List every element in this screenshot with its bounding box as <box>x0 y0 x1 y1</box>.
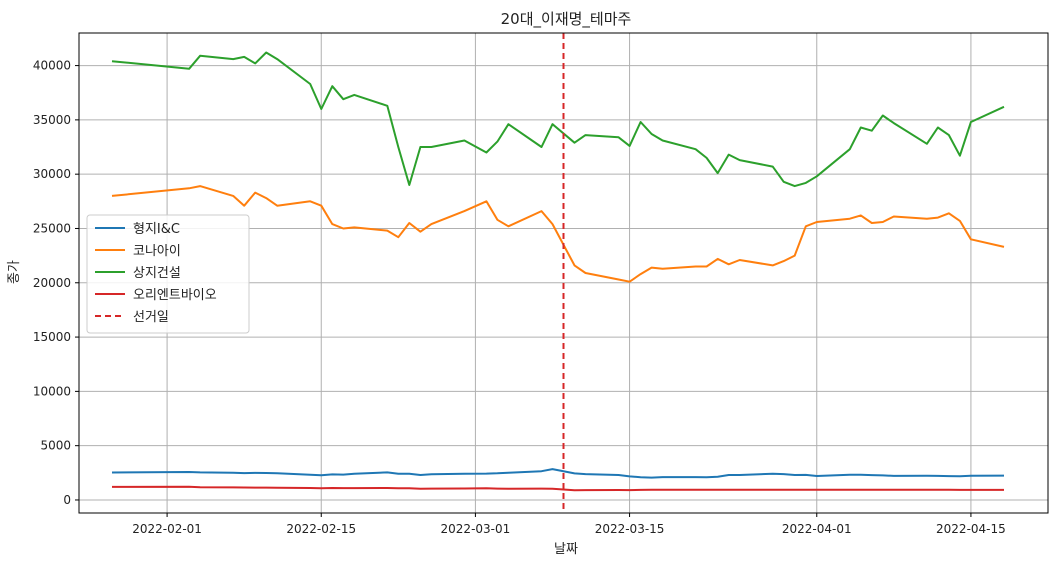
y-tick-label: 20000 <box>33 276 71 290</box>
legend-entry-label: 형지I&C <box>133 222 180 237</box>
legend-entry-label: 상지건설 <box>133 266 181 281</box>
y-tick-label: 40000 <box>33 59 71 73</box>
legend-box <box>86 214 250 334</box>
y-axis-label: 종가 <box>7 260 22 284</box>
x-tick-label: 2022-02-01 <box>132 522 202 536</box>
y-tick-label: 10000 <box>33 384 71 398</box>
x-axis-label: 날짜 <box>554 542 578 557</box>
y-tick-label: 15000 <box>33 330 71 344</box>
series-line-2 <box>111 185 1005 283</box>
chart-title: 20대_이재명_테마주 <box>501 10 632 29</box>
y-tick-label: 35000 <box>33 113 71 127</box>
plot-frame <box>78 32 1049 514</box>
series-line-1 <box>111 468 1005 479</box>
legend-entry-label: 선거일 <box>133 310 169 325</box>
x-axis-ticks: 2022-02-01 2022-02-15 2022-03-01 2022-03-15… <box>132 513 1006 536</box>
legend-entry-label: 오리엔트바이오 <box>133 288 217 303</box>
x-tick-label: 2022-03-15 <box>595 522 665 536</box>
x-tick-label: 2022-03-01 <box>441 522 511 536</box>
x-tick-label: 2022-04-15 <box>936 522 1006 536</box>
y-axis-ticks: 0 5000 10000 15000 20000 25000 30000 35000 40000 <box>33 59 79 507</box>
y-tick-label: 5000 <box>40 439 71 453</box>
y-tick-label: 25000 <box>33 221 71 235</box>
x-tick-label: 2022-02-15 <box>286 522 356 536</box>
y-tick-label: 0 <box>63 493 71 507</box>
x-tick-label: 2022-04-01 <box>782 522 852 536</box>
legend-entry-label: 코나아이 <box>133 244 181 259</box>
y-tick-label: 30000 <box>33 167 71 181</box>
series-line-4 <box>111 485 1004 492</box>
series-line-3 <box>111 51 1005 188</box>
series-lines <box>111 51 1005 492</box>
